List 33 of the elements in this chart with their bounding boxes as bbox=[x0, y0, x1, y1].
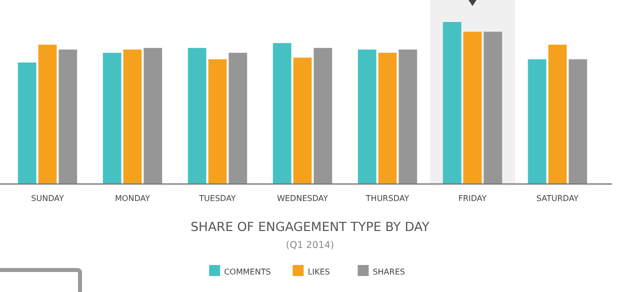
bar bbox=[38, 44, 57, 184]
bar bbox=[463, 32, 482, 184]
bar bbox=[528, 59, 546, 184]
bar bbox=[568, 59, 588, 184]
bar bbox=[228, 52, 248, 184]
x-tick-label: THURSDAY bbox=[364, 194, 410, 203]
bar bbox=[484, 32, 502, 184]
bar bbox=[314, 48, 332, 184]
bar bbox=[378, 52, 397, 184]
bar bbox=[358, 50, 376, 184]
bar bbox=[123, 50, 142, 184]
bar bbox=[293, 58, 312, 184]
legend-label: SHARES bbox=[372, 268, 405, 276]
bar bbox=[58, 50, 78, 184]
bar bbox=[208, 59, 227, 184]
x-tick-label: SUNDAY bbox=[31, 194, 64, 203]
bar bbox=[442, 22, 462, 184]
x-tick-label: SATURDAY bbox=[536, 194, 579, 203]
x-tick-label: MONDAY bbox=[115, 194, 150, 203]
bar bbox=[398, 50, 418, 184]
text: (Q1 2014) bbox=[286, 240, 334, 251]
legend-label: COMMENTS bbox=[224, 268, 271, 276]
bar bbox=[548, 44, 567, 184]
bar bbox=[272, 43, 292, 184]
x-tick-label: TUESDAY bbox=[198, 194, 236, 203]
legend-label: LIKES bbox=[308, 268, 330, 276]
bar bbox=[18, 62, 36, 184]
x-tick-label: FRIDAY bbox=[458, 194, 487, 203]
bar bbox=[102, 52, 122, 184]
text: SHARE OF ENGAGEMENT TYPE BY DAY bbox=[190, 219, 430, 234]
bar bbox=[144, 48, 162, 184]
bar bbox=[188, 48, 206, 184]
x-tick-label: WEDNESDAY bbox=[277, 194, 328, 203]
